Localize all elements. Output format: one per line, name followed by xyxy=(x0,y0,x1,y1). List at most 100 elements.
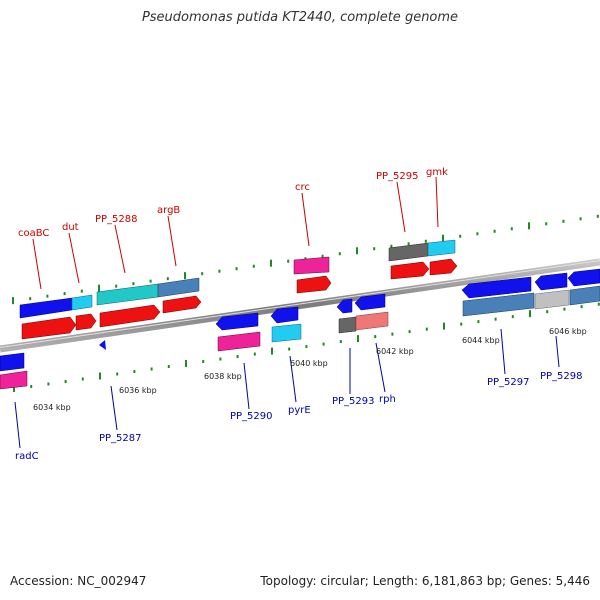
kbp-label: 6040 kbp xyxy=(290,359,328,368)
genome-backbone-highlight xyxy=(0,260,600,348)
gene-gmk[interactable] xyxy=(427,239,456,257)
label-coaBC: coaBC xyxy=(18,228,49,239)
tick-mark xyxy=(47,382,50,386)
tick-mark xyxy=(477,320,480,324)
tick-mark xyxy=(202,360,205,364)
tick-mark xyxy=(149,279,152,283)
tick-mark xyxy=(184,272,186,280)
kbp-label: 6034 kbp xyxy=(33,403,71,412)
label-PP_5298: PP_5298 xyxy=(540,371,583,382)
gene-PP_5297-b[interactable] xyxy=(462,292,535,317)
tick-mark xyxy=(252,264,255,268)
gene-PP_5295-cds[interactable] xyxy=(390,261,430,280)
tick-mark xyxy=(580,305,583,309)
gene-PP_5295[interactable] xyxy=(388,242,429,262)
tick-mark xyxy=(356,247,358,255)
tick-mark xyxy=(528,222,530,230)
label-PP_5293: PP_5293 xyxy=(332,396,375,407)
gene-rph[interactable] xyxy=(354,293,386,311)
gene-pyrE-b[interactable] xyxy=(271,323,302,343)
label-PP_5295: PP_5295 xyxy=(376,171,419,182)
tick-mark xyxy=(357,335,359,343)
tick-mark xyxy=(424,239,427,243)
tick-mark xyxy=(150,367,153,371)
gene-argB[interactable] xyxy=(157,277,200,298)
gene-PP_5287[interactable] xyxy=(99,340,106,350)
map-title: Pseudomonas putida KT2440, complete geno… xyxy=(141,10,459,25)
label-PP_5288: PP_5288 xyxy=(95,214,138,225)
tick-mark xyxy=(391,332,394,336)
tick-mark xyxy=(322,342,325,346)
tick-mark xyxy=(562,219,565,223)
tick-mark xyxy=(425,327,428,331)
tick-mark xyxy=(185,360,187,368)
tick-mark xyxy=(579,217,582,221)
tick-mark xyxy=(64,379,67,383)
tick-mark xyxy=(253,352,256,356)
reverse-strand-genes xyxy=(0,268,600,390)
forward-strand-genes xyxy=(19,239,458,340)
gene-argB-cds[interactable] xyxy=(162,295,202,314)
gene-coaBC-cds[interactable] xyxy=(21,316,77,340)
gene-coaBC-b[interactable] xyxy=(71,294,93,311)
tick-mark xyxy=(13,384,15,392)
gene-PP_5290-b[interactable] xyxy=(217,331,261,352)
tick-mark xyxy=(63,292,66,296)
label-pyrE: pyrE xyxy=(288,405,311,416)
gene-PP_5298[interactable] xyxy=(534,272,568,291)
tick-mark xyxy=(236,355,239,359)
tick-mark xyxy=(545,222,548,226)
kbp-label: 6036 kbp xyxy=(119,386,157,395)
kbp-scale-labels: 6034 kbp 6036 kbp 6038 kbp 6040 kbp 6042… xyxy=(33,327,587,412)
tick-mark xyxy=(321,254,324,258)
gene-PP_5290[interactable] xyxy=(215,312,259,331)
gene-crc-cds[interactable] xyxy=(296,275,332,294)
gene-PP_5293[interactable] xyxy=(336,298,353,314)
tick-mark xyxy=(29,297,32,301)
tick-mark xyxy=(510,227,513,231)
tick-mark xyxy=(270,259,272,267)
gene-PP_5293-b[interactable] xyxy=(338,316,357,334)
tick-mark xyxy=(218,269,221,273)
gene-PP_5298-b[interactable] xyxy=(534,289,570,310)
reverse-leader-lines xyxy=(14,328,560,449)
gene-gmk-cds[interactable] xyxy=(429,258,458,276)
tick-mark xyxy=(133,370,136,374)
forward-leader-lines xyxy=(32,176,439,290)
label-crc: crc xyxy=(295,182,310,193)
gene-coaBC[interactable] xyxy=(19,297,73,319)
gene-PP_5288-cds[interactable] xyxy=(99,304,161,328)
accession-text: Accession: NC_002947 xyxy=(10,574,147,588)
tick-mark xyxy=(132,282,135,286)
tick-mark xyxy=(494,317,497,321)
tick-mark xyxy=(304,257,307,261)
gene-pyrE[interactable] xyxy=(270,306,299,324)
tick-mark xyxy=(563,307,566,311)
label-argB: argB xyxy=(157,205,180,216)
tick-mark xyxy=(373,247,376,251)
tick-marks xyxy=(12,214,600,392)
tick-mark xyxy=(338,252,341,256)
gene-PP_5299-b[interactable] xyxy=(569,285,600,306)
gene-radC[interactable] xyxy=(0,352,25,372)
gene-dut-cds[interactable] xyxy=(75,313,97,331)
label-PP_5287: PP_5287 xyxy=(99,433,142,444)
gene-radC-b[interactable] xyxy=(0,370,28,390)
tick-mark xyxy=(442,234,444,242)
gene-rph-b[interactable] xyxy=(355,311,389,331)
tick-mark xyxy=(46,294,49,298)
gene-PP_5288[interactable] xyxy=(96,283,159,306)
gene-PP_5297[interactable] xyxy=(461,276,532,299)
tick-mark xyxy=(167,365,170,369)
tick-mark xyxy=(305,345,308,349)
tick-mark xyxy=(390,244,393,248)
gene-PP_5299[interactable] xyxy=(567,268,600,287)
tick-mark xyxy=(116,372,119,376)
kbp-label: 6044 kbp xyxy=(462,336,500,345)
tick-mark xyxy=(460,322,463,326)
tick-mark xyxy=(219,357,222,361)
gene-crc[interactable] xyxy=(293,256,330,275)
tick-mark xyxy=(99,372,101,380)
